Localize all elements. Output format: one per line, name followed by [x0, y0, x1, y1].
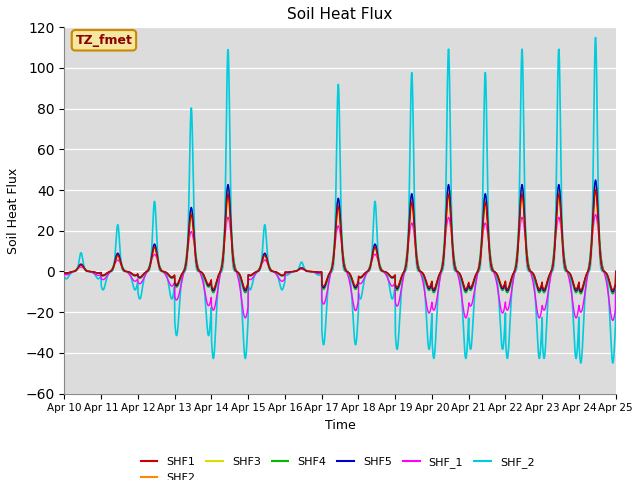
- Y-axis label: Soil Heat Flux: Soil Heat Flux: [7, 168, 20, 253]
- SHF_2: [214, 283, 222, 289]
- SHF4: [579, 288, 586, 294]
- SHF2: [579, 286, 586, 291]
- SHF4: [563, 267, 571, 273]
- SHF_2: [368, 252, 376, 258]
- Line: SHF_1: SHF_1: [65, 215, 616, 320]
- SHF5: [214, 274, 222, 279]
- SHF_2: [500, 333, 508, 338]
- SHF5: [500, 284, 508, 289]
- SHF1: [563, 268, 571, 274]
- SHF5: [577, 289, 584, 295]
- SHF3: [612, 269, 620, 275]
- SHF5: [579, 286, 586, 291]
- SHF_1: [612, 269, 620, 275]
- SHF1: [592, 187, 600, 193]
- SHF4: [577, 291, 584, 297]
- Line: SHF3: SHF3: [65, 194, 616, 290]
- SHF3: [563, 268, 571, 274]
- SHF5: [61, 270, 68, 276]
- SHF2: [214, 274, 222, 279]
- SHF3: [368, 257, 376, 263]
- SHF2: [612, 269, 620, 275]
- SHF5: [592, 177, 600, 183]
- SHF_1: [356, 281, 364, 287]
- SHF_2: [592, 35, 600, 40]
- SHF4: [356, 275, 364, 281]
- SHF3: [577, 287, 584, 293]
- SHF3: [356, 274, 364, 280]
- SHF1: [214, 273, 222, 279]
- SHF_2: [563, 269, 571, 275]
- SHF3: [592, 192, 600, 197]
- SHF2: [356, 275, 364, 280]
- SHF5: [368, 255, 376, 261]
- SHF3: [61, 270, 68, 276]
- SHF_1: [563, 268, 571, 274]
- SHF4: [612, 269, 620, 275]
- SHF5: [356, 275, 364, 280]
- Line: SHF_2: SHF_2: [65, 37, 616, 363]
- SHF4: [214, 276, 222, 281]
- SHF2: [368, 256, 376, 262]
- SHF4: [61, 270, 68, 276]
- SHF_2: [356, 296, 364, 301]
- SHF1: [612, 269, 620, 275]
- SHF3: [214, 273, 222, 279]
- SHF_1: [592, 212, 600, 217]
- Line: SHF2: SHF2: [65, 186, 616, 292]
- SHF1: [368, 257, 376, 263]
- SHF_1: [500, 306, 508, 312]
- SHF_1: [214, 284, 222, 290]
- SHF2: [592, 183, 600, 189]
- SHF_1: [579, 306, 586, 312]
- SHF1: [61, 270, 68, 276]
- SHF2: [577, 289, 584, 295]
- SHF4: [592, 179, 600, 185]
- SHF_2: [579, 342, 586, 348]
- SHF_1: [368, 258, 376, 264]
- SHF2: [500, 284, 508, 289]
- Text: TZ_fmet: TZ_fmet: [76, 34, 132, 47]
- Legend: SHF1, SHF2, SHF3, SHF4, SHF5, SHF_1, SHF_2: SHF1, SHF2, SHF3, SHF4, SHF5, SHF_1, SHF…: [136, 453, 539, 480]
- Line: SHF5: SHF5: [65, 180, 616, 292]
- Line: SHF1: SHF1: [65, 190, 616, 290]
- SHF4: [500, 286, 508, 291]
- SHF_2: [577, 360, 584, 366]
- SHF_2: [612, 269, 620, 275]
- Title: Soil Heat Flux: Soil Heat Flux: [287, 7, 393, 22]
- SHF2: [563, 268, 571, 274]
- SHF3: [579, 284, 586, 290]
- SHF4: [368, 253, 376, 259]
- SHF2: [61, 270, 68, 276]
- Line: SHF4: SHF4: [65, 182, 616, 294]
- SHF3: [500, 282, 508, 288]
- SHF5: [612, 269, 620, 275]
- SHF_2: [61, 274, 68, 280]
- SHF_1: [609, 317, 616, 323]
- SHF1: [577, 287, 584, 293]
- X-axis label: Time: Time: [324, 419, 355, 432]
- SHF5: [563, 268, 571, 274]
- SHF1: [356, 274, 364, 280]
- SHF_1: [61, 272, 68, 277]
- SHF1: [579, 284, 586, 290]
- SHF1: [500, 282, 508, 288]
